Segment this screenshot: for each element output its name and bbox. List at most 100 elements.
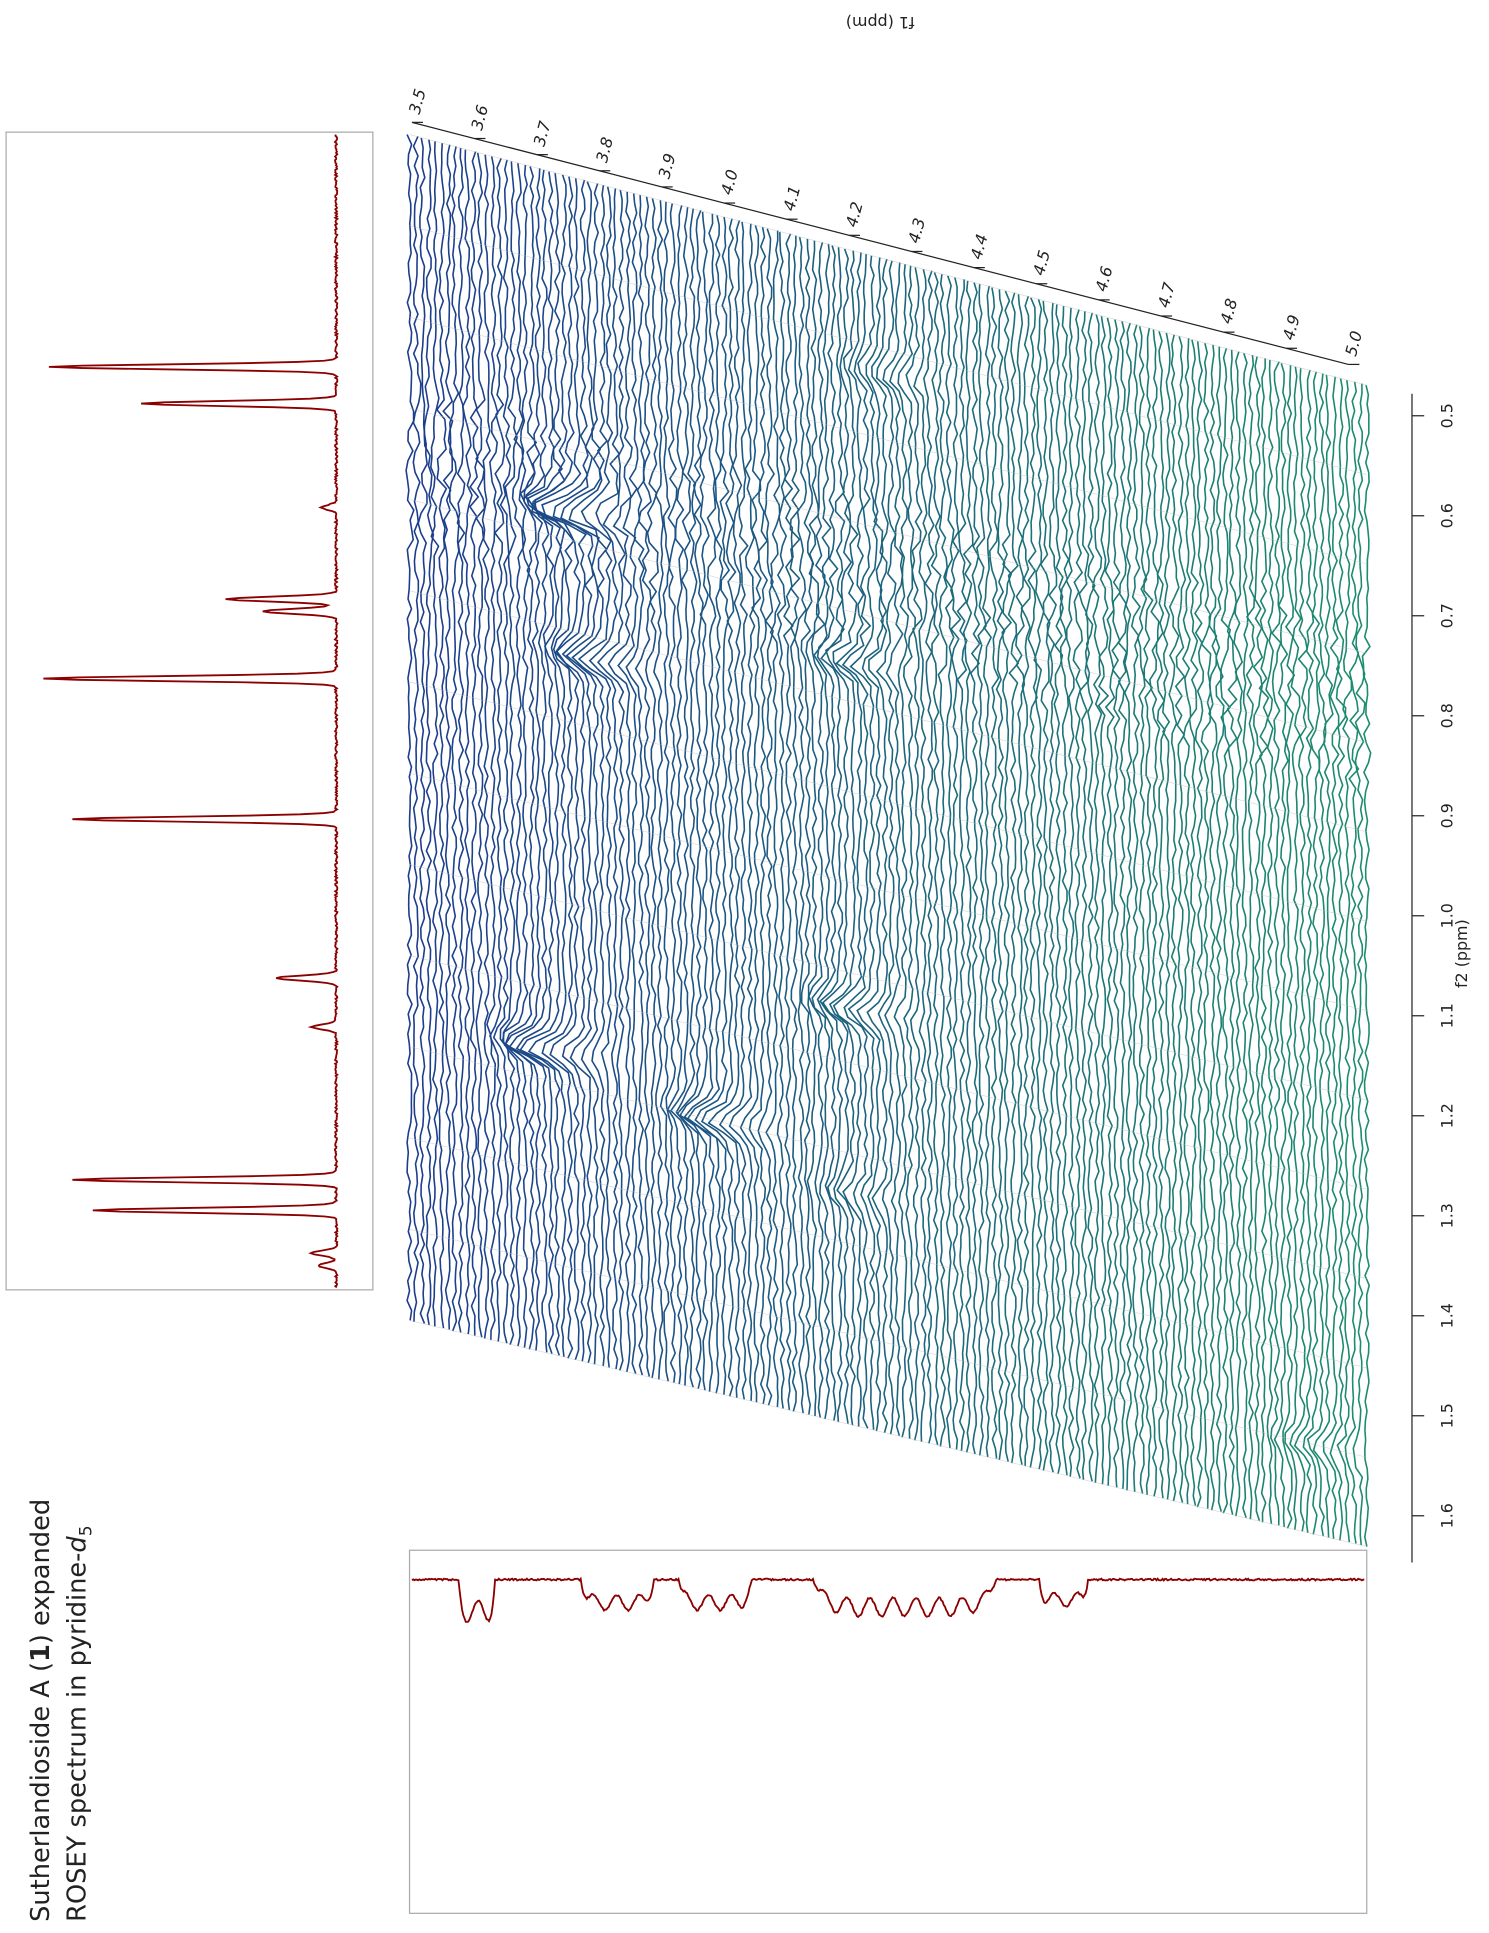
trace (1252, 356, 1264, 1522)
trace (1130, 324, 1141, 1492)
trace (1143, 327, 1154, 1496)
trace (866, 258, 889, 1433)
trace (1200, 342, 1212, 1509)
tick-label: 1.3 (1437, 1203, 1456, 1228)
trace (527, 174, 568, 1357)
title-part: Sutherlandioside A ( (26, 1662, 56, 1922)
trace (502, 164, 531, 1348)
trace (819, 247, 846, 1423)
tick-label: 0.7 (1437, 603, 1456, 628)
trace (805, 240, 820, 1417)
guide-line (409, 681, 1367, 922)
guide-line (409, 1320, 1367, 1547)
trace (1072, 309, 1084, 1479)
trace (429, 141, 440, 1327)
trace (501, 163, 524, 1347)
tick-label: 0.9 (1437, 803, 1456, 828)
trace (1226, 349, 1238, 1515)
trace (782, 233, 794, 1411)
trace (930, 272, 942, 1446)
trace (1329, 378, 1347, 1541)
trace (645, 198, 660, 1379)
tick-label: 4.6 (1092, 264, 1117, 293)
trace (694, 216, 731, 1395)
title-part: d (63, 1536, 93, 1553)
trace (669, 206, 692, 1386)
trace (969, 282, 981, 1455)
trace (1039, 301, 1051, 1471)
trace (841, 253, 872, 1429)
tick-label: 0.6 (1437, 503, 1456, 528)
trace (718, 221, 749, 1400)
f2-axis-title: f2 (ppm) (1452, 919, 1471, 988)
trace (923, 270, 936, 1444)
trace (1265, 359, 1274, 1524)
trace (448, 146, 460, 1332)
trace (1289, 368, 1309, 1532)
tick-label: 4.5 (1029, 248, 1054, 277)
trace (962, 280, 974, 1453)
tick-label: 3.7 (530, 119, 555, 148)
trace (807, 242, 826, 1418)
trace (1078, 311, 1090, 1480)
guide-line (409, 955, 1367, 1190)
tick-label: 1.1 (1437, 1003, 1456, 1028)
tick-label: 4.2 (842, 200, 867, 229)
title-part: ) expanded (26, 1499, 56, 1644)
title-line: Sutherlandioside A (1) expanded (26, 1499, 56, 1922)
trace (533, 178, 582, 1361)
trace (765, 230, 781, 1408)
trace (1065, 307, 1075, 1477)
trace (1136, 326, 1148, 1494)
guide-line (409, 864, 1367, 1101)
tick-label: 4.0 (717, 167, 742, 196)
title-part: 1 (26, 1644, 56, 1662)
trace (686, 215, 724, 1394)
trace (1111, 319, 1122, 1488)
trace (531, 176, 575, 1359)
trace (508, 169, 550, 1353)
stacked-traces (405, 134, 1372, 1547)
trace (481, 154, 491, 1339)
trace (1293, 369, 1315, 1533)
trace (700, 218, 737, 1397)
trace (503, 168, 544, 1351)
trace (1007, 292, 1020, 1464)
trace (976, 284, 987, 1456)
trace (889, 263, 910, 1438)
trace (1322, 376, 1340, 1540)
trace (828, 250, 859, 1426)
trace (1194, 341, 1205, 1508)
trace (1117, 321, 1128, 1489)
trace (811, 243, 832, 1420)
trace (1312, 374, 1334, 1538)
tick-label: 5.0 (1341, 329, 1366, 358)
trace (875, 260, 897, 1435)
trace (607, 191, 633, 1373)
trace (1168, 334, 1180, 1502)
trace (568, 184, 608, 1366)
trace (486, 156, 499, 1341)
trace (905, 267, 923, 1441)
trace (1258, 358, 1270, 1523)
tick-label: 3.8 (592, 135, 617, 164)
trace (1084, 312, 1096, 1482)
trace (821, 248, 853, 1424)
trace (541, 179, 589, 1362)
tick-label: 0.8 (1437, 703, 1456, 728)
guide-line (409, 407, 1367, 654)
tick-label: 4.9 (1279, 313, 1304, 342)
trace (776, 232, 788, 1409)
trace (456, 148, 466, 1333)
trace (625, 195, 646, 1376)
trace (596, 189, 626, 1371)
trace (956, 279, 968, 1452)
f2-projection (43, 134, 340, 1289)
trace (1208, 344, 1218, 1511)
trace (707, 220, 743, 1398)
trace (499, 161, 518, 1345)
trace (913, 269, 928, 1442)
trace (659, 201, 671, 1382)
trace (617, 193, 639, 1374)
trace (950, 277, 962, 1450)
